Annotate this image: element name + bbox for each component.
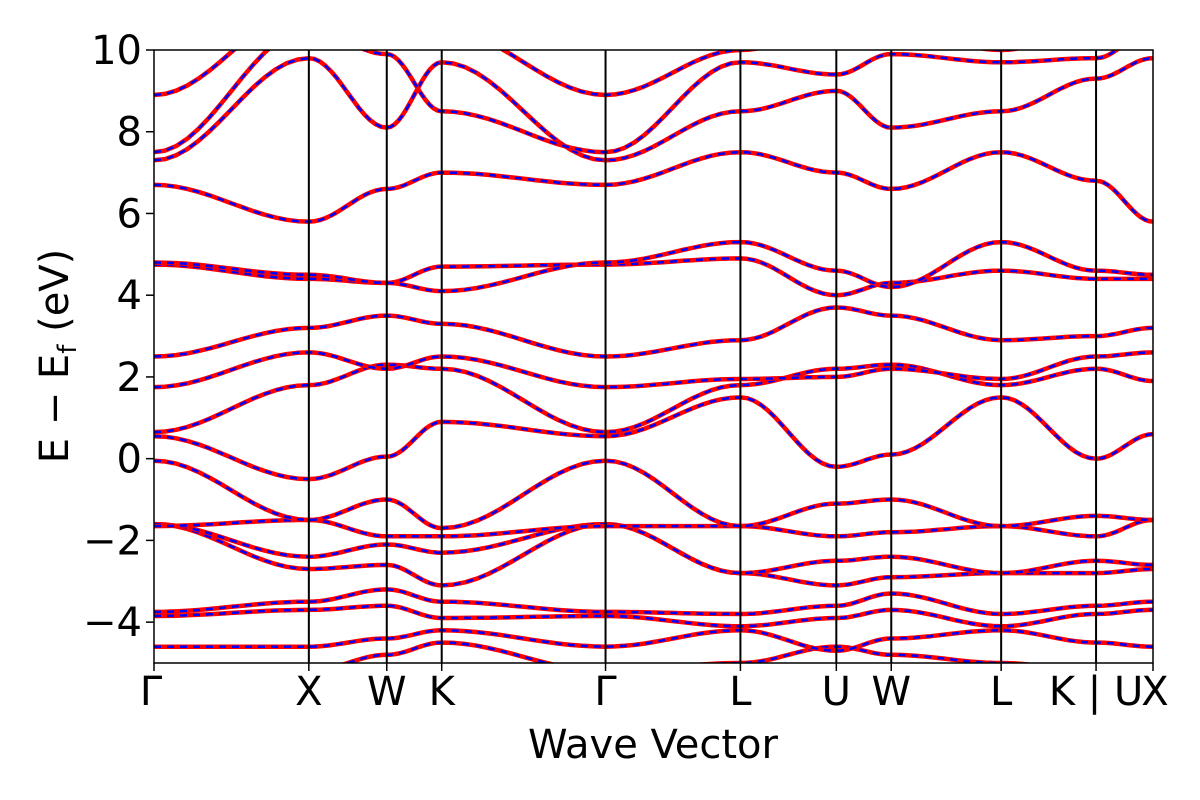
band-line-red [154,149,1153,224]
band-17 [154,50,1022,98]
y-axis-label-main: E − E [32,354,78,464]
band-16 [154,50,1121,155]
band-5 [154,521,1153,576]
y-tick-label: 10 [91,28,142,74]
band-14 [154,149,1153,224]
band-line-blue-dashed [154,150,1153,223]
y-tick-label: 8 [117,110,142,156]
plot-frame [153,49,1154,664]
x-tick-label: L [990,669,1013,715]
band-15 [154,55,1153,163]
band-line-blue-dashed [154,396,1153,481]
band-line-red [154,521,1153,576]
band-10 [154,350,1153,390]
band-line-blue-dashed [154,56,1153,162]
y-tick-label: 6 [117,191,142,237]
y-tick-label: −4 [83,600,142,646]
y-axis: −4 −2 0 2 4 6 8 10 [83,28,154,646]
band-line-blue-dashed [343,641,1026,663]
band-0 [340,640,1035,663]
x-tick-label: L [729,669,752,715]
band-line-red [154,350,1153,390]
band-line-blue-dashed [154,522,1153,587]
x-tick-label: W [871,669,911,715]
band-line-red [154,395,1153,482]
band-7 [154,458,1153,531]
band-line-red [154,305,1153,359]
band-line-red [154,55,1153,163]
y-axis-label-unit: (eV) [32,249,78,345]
band-1 [154,628,1153,653]
x-tick-label: X [1141,669,1168,715]
y-axis-label: E − Ef (eV) [32,249,83,464]
y-tick-label: 4 [117,273,142,319]
band-line-red [154,239,1153,294]
x-tick-label: X [295,669,322,715]
x-tick-label: U [822,669,851,715]
x-tick-label: K | U [1049,669,1143,715]
band-line-red [154,50,1022,98]
y-tick-label: 0 [117,437,142,483]
y-tick-label: −2 [83,518,142,564]
x-tick-label: Γ [594,669,617,715]
x-tick-label: K [429,669,457,715]
band-line-red [154,50,1121,155]
x-tick-label: W [367,669,407,715]
band-line-blue-dashed [154,459,1153,530]
kpoint-lines [307,50,1098,663]
band-line-blue-dashed [154,522,1153,575]
band-line-blue-dashed [154,240,1153,293]
x-axis-label: Wave Vector [528,722,779,768]
band-line-blue-dashed [154,50,1119,154]
x-tick-label: Γ [140,669,163,715]
band-11 [154,305,1153,359]
y-tick-label: 2 [117,355,142,401]
band-line-red [154,458,1153,531]
band-line-blue-dashed [154,306,1153,358]
band-13 [154,239,1153,294]
band-8 [154,395,1153,482]
bands-layer [154,50,1153,663]
band-line-blue-dashed [154,351,1153,389]
y-axis-label-subscript: f [53,344,83,354]
